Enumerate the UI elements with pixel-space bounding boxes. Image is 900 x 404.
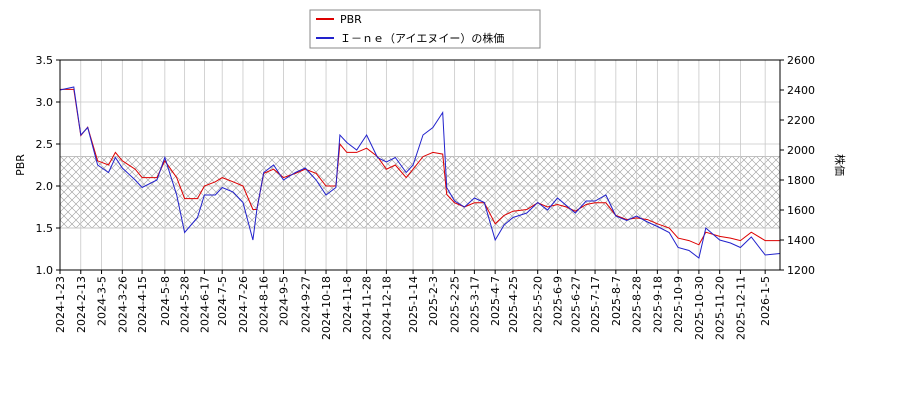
x-tick-label: 2024-10-18 — [320, 276, 333, 340]
x-tick-label: 2024-11-28 — [361, 276, 374, 340]
x-tick-label: 2025-9-18 — [651, 276, 664, 333]
legend-label: PBR — [340, 13, 362, 26]
series-line — [60, 88, 780, 246]
x-tick-label: 2025-12-11 — [734, 276, 747, 340]
x-tick-label: 2025-1-14 — [407, 276, 420, 333]
x-tick-label: 2024-3-5 — [96, 276, 109, 326]
x-tick-label: 2024-7-5 — [216, 276, 229, 326]
y2-tick-label: 2000 — [787, 144, 815, 157]
x-tick-label: 2024-8-16 — [258, 276, 271, 333]
y-tick-label: 2.0 — [36, 180, 54, 193]
x-tick-label: 2026-1-5 — [759, 276, 772, 326]
y2-tick-label: 2400 — [787, 84, 815, 97]
x-tick-label: 2025-10-9 — [672, 276, 685, 333]
y-tick-label: 1.0 — [36, 264, 54, 277]
x-tick-label: 2024-5-8 — [159, 276, 172, 326]
x-tick-label: 2025-6-27 — [569, 276, 582, 333]
x-tick-label: 2025-5-20 — [532, 276, 545, 333]
y2-tick-label: 1600 — [787, 204, 815, 217]
x-tick-label: 2025-11-20 — [714, 276, 727, 340]
y2-tick-label: 1800 — [787, 174, 815, 187]
x-tick-label: 2025-7-17 — [589, 276, 602, 333]
x-tick-label: 2025-6-9 — [551, 276, 564, 326]
plot-frame — [59, 59, 781, 271]
y-tick-label: 1.5 — [36, 222, 54, 235]
x-tick-label: 2025-8-7 — [610, 276, 623, 326]
x-tick-label: 2025-4-7 — [489, 276, 502, 326]
y-axis-label: PBR — [14, 154, 27, 176]
x-tick-label: 2025-3-17 — [468, 276, 481, 333]
x-tick-label: 2024-11-8 — [341, 276, 354, 333]
x-tick-label: 2024-5-28 — [179, 276, 192, 333]
x-tick-label: 2024-9-5 — [278, 276, 291, 326]
y2-tick-label: 2200 — [787, 114, 815, 127]
y-tick-label: 3.5 — [36, 54, 54, 67]
x-tick-label: 2025-2-3 — [427, 276, 440, 326]
legend-label: Ｉ－ｎｅ（アイエヌイー）の株価 — [340, 31, 504, 45]
x-tick-label: 2024-3-26 — [116, 276, 129, 333]
x-tick-label: 2024-2-13 — [75, 276, 88, 333]
x-tick-label: 2025-2-25 — [449, 276, 462, 333]
y-tick-label: 3.0 — [36, 96, 54, 109]
legend-box — [309, 9, 541, 49]
y-tick-label: 2.5 — [36, 138, 54, 151]
x-tick-label: 2024-7-26 — [237, 276, 250, 333]
range-band — [59, 156, 781, 229]
x-tick-label: 2025-4-25 — [507, 276, 520, 333]
y2-tick-label: 2600 — [787, 54, 815, 67]
x-tick-label: 2025-10-30 — [693, 276, 706, 340]
series-line — [59, 86, 781, 259]
y2-axis-label: 株価 — [833, 154, 847, 176]
x-tick-label: 2024-12-18 — [380, 276, 393, 340]
x-tick-label: 2024-1-23 — [54, 276, 67, 333]
y2-tick-label: 1400 — [787, 234, 815, 247]
x-tick-label: 2024-9-27 — [299, 276, 312, 333]
y2-tick-label: 1200 — [787, 264, 815, 277]
x-tick-label: 2024-4-15 — [136, 276, 149, 333]
x-tick-label: 2025-8-28 — [631, 276, 644, 333]
x-tick-label: 2024-6-17 — [198, 276, 211, 333]
